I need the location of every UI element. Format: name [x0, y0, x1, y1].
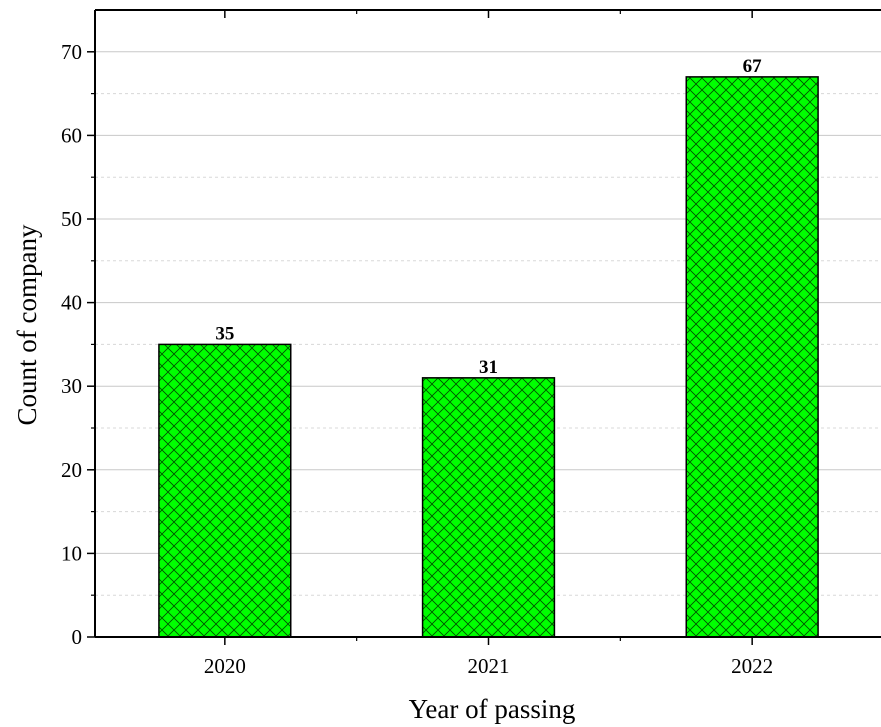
labels: 35 31 67 0 10 20 30 40 50 60 70 2020 2021 2022 — [61, 40, 773, 678]
y-tick-label: 40 — [61, 291, 82, 315]
x-tick-label: 2022 — [731, 654, 773, 678]
data-label-2021: 31 — [479, 357, 498, 378]
y-tick-label: 50 — [61, 207, 82, 231]
y-tick-label: 10 — [61, 541, 82, 565]
y-tick-label: 70 — [61, 40, 82, 64]
x-axis-title: Year of passing — [409, 694, 576, 724]
y-tick-label: 60 — [61, 123, 82, 147]
y-axis-title: Count of company — [12, 224, 42, 425]
y-tick-label: 20 — [61, 458, 82, 482]
bar-2021 — [421, 377, 556, 638]
bars — [158, 76, 819, 638]
axes — [87, 9, 881, 645]
x-tick-label: 2020 — [204, 654, 246, 678]
data-label-2022: 67 — [743, 56, 763, 77]
x-tick-label: 2021 — [468, 654, 510, 678]
bar-2022 — [685, 76, 819, 638]
y-tick-label: 30 — [61, 374, 82, 398]
bar-2020 — [158, 343, 292, 638]
data-label-2020: 35 — [215, 323, 234, 344]
y-tick-label: 0 — [72, 625, 83, 649]
